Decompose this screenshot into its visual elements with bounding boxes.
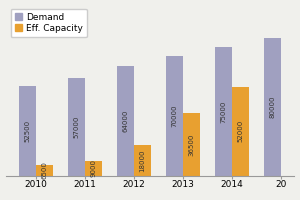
Text: 64000: 64000 xyxy=(122,110,128,132)
Bar xyxy=(134,145,151,176)
Bar xyxy=(232,87,249,176)
Bar xyxy=(215,47,232,176)
Bar xyxy=(19,86,36,176)
Legend: Demand, Eff. Capacity: Demand, Eff. Capacity xyxy=(11,9,87,37)
Bar xyxy=(264,38,281,176)
Bar xyxy=(117,66,134,176)
Text: 80000: 80000 xyxy=(269,96,275,118)
Bar xyxy=(36,165,53,176)
Text: 57000: 57000 xyxy=(74,116,80,138)
Bar xyxy=(68,78,85,176)
Bar xyxy=(85,161,102,176)
Bar xyxy=(166,56,183,176)
Text: 52000: 52000 xyxy=(238,120,244,142)
Text: 36500: 36500 xyxy=(189,133,195,156)
Text: 52500: 52500 xyxy=(25,120,31,142)
Text: 70000: 70000 xyxy=(172,105,178,127)
Bar xyxy=(183,113,200,176)
Text: 9000: 9000 xyxy=(91,159,97,177)
Text: 6500: 6500 xyxy=(42,161,48,179)
Text: 18000: 18000 xyxy=(140,149,146,172)
Text: 75000: 75000 xyxy=(220,100,226,123)
